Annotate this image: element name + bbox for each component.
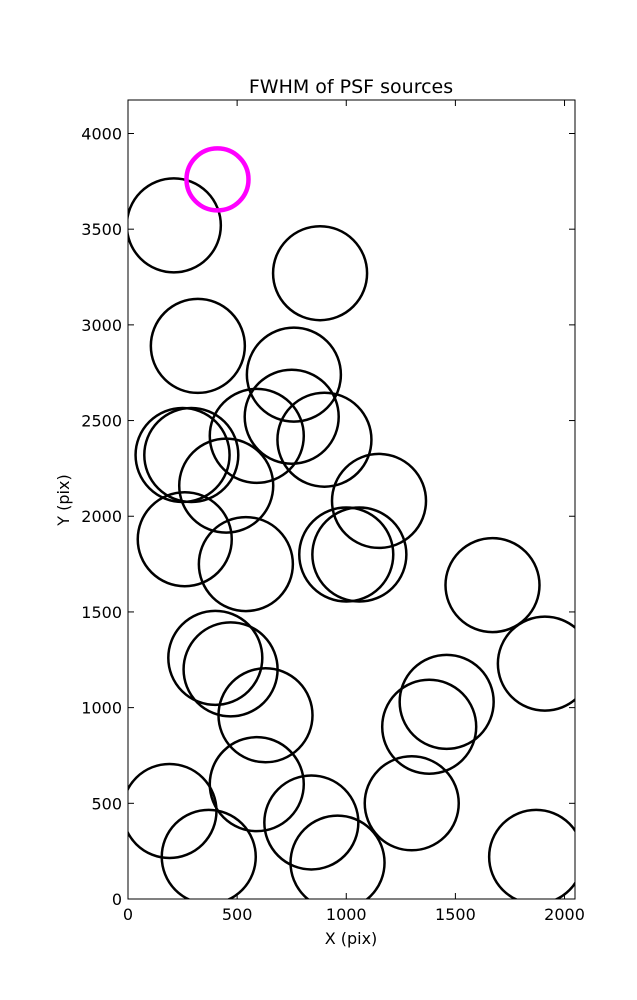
highlighted-source-circle	[184, 146, 251, 213]
y-tick-label: 1500	[81, 603, 122, 622]
psf-source-circle	[487, 808, 575, 899]
psf-source-circle	[149, 297, 247, 395]
psf-source-circle	[330, 452, 428, 550]
psf-source-circle	[167, 609, 264, 707]
psf-source-circle	[271, 224, 369, 322]
psf-source-circle	[177, 437, 275, 534]
psf-source-circle	[289, 814, 386, 899]
psf-source-circle	[298, 506, 395, 603]
psf-source-circle	[243, 368, 340, 465]
psf-source-circle	[444, 536, 541, 634]
psf-source-circle	[197, 515, 295, 613]
y-tick-label: 500	[91, 794, 122, 813]
psf-source-circle	[136, 490, 233, 588]
psf-source-circle	[276, 391, 373, 488]
y-tick-label: 3000	[81, 316, 122, 335]
x-tick-label: 1000	[326, 905, 367, 924]
y-axis-label: Y (pix)	[54, 474, 73, 526]
psf-source-circle	[363, 755, 460, 852]
chart-title: FWHM of PSF sources	[249, 76, 453, 98]
psf-source-circle	[208, 387, 306, 485]
psf-source-circle	[311, 506, 408, 603]
psf-source-circle	[143, 406, 240, 504]
psf-source-circle	[245, 326, 343, 423]
psf-source-circle	[217, 667, 314, 764]
psf-source-circle	[398, 653, 495, 751]
y-tick-label: 2500	[81, 412, 122, 431]
x-tick-label: 500	[222, 905, 253, 924]
x-axis: 0 500 1000 1500 2000	[123, 100, 585, 924]
x-tick-label: 0	[123, 905, 133, 924]
y-tick-label: 2000	[81, 507, 122, 526]
plot-frame	[127, 99, 576, 900]
x-tick-label: 2000	[544, 905, 585, 924]
psf-source-circle	[128, 177, 223, 274]
psf-source-circle	[208, 735, 306, 833]
psf-source-circle	[380, 678, 478, 776]
y-tick-label: 4000	[81, 124, 122, 143]
psf-source-circle	[160, 808, 257, 899]
y-tick-label: 0	[112, 890, 122, 909]
x-axis-label: X (pix)	[325, 929, 378, 948]
x-tick-label: 1500	[435, 905, 476, 924]
y-tick-label: 1000	[81, 699, 122, 718]
y-axis: 0 500 1000 1500 2000 2500 3000 3500 4000	[81, 124, 575, 909]
psf-source-circle	[496, 615, 575, 712]
y-tick-label: 3500	[81, 220, 122, 239]
psf-source-circle	[263, 774, 360, 871]
psf-source-circle	[134, 406, 231, 504]
plot-area	[128, 146, 575, 899]
